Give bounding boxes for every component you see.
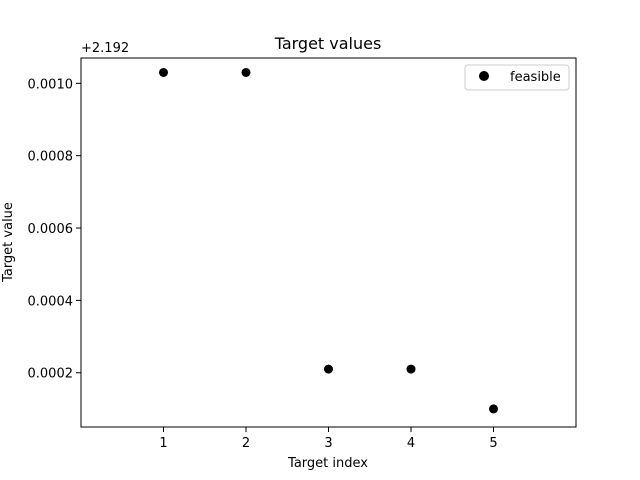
x-tick-label-4: 4: [407, 436, 415, 451]
y-tick-label-3: 0.0006: [28, 222, 74, 237]
y-tick-label-4: 0.0008: [28, 150, 74, 165]
x-tick-label-3: 3: [324, 436, 332, 451]
y-axis-label: Target value: [1, 202, 16, 283]
data-point-5: [489, 404, 498, 414]
y-tick-label-5: 0.0010: [28, 77, 74, 92]
x-tick-label-5: 5: [489, 436, 497, 451]
data-points: [159, 67, 498, 414]
y-tick-label-1: 0.0002: [28, 367, 74, 382]
data-point-2: [241, 67, 251, 77]
x-tick-label-2: 2: [242, 436, 250, 451]
chart-title: Target values: [274, 34, 382, 53]
legend-box: [464, 64, 570, 91]
y-tick-label-2: 0.0004: [28, 294, 74, 309]
data-point-4: [406, 364, 416, 374]
x-axis-label: Target index: [287, 456, 368, 471]
x-tick-label-1: 1: [159, 436, 167, 451]
legend-marker-feasible: [479, 71, 489, 81]
x-axis: 1 2 3 4 5: [159, 427, 498, 451]
data-point-1: [159, 67, 168, 77]
data-point-3: [324, 364, 333, 374]
legend-label-feasible: feasible: [510, 70, 561, 85]
y-offset-label: +2.192: [81, 41, 129, 56]
y-axis: 0.0002 0.0004 0.0006 0.0008 0.0010: [28, 77, 81, 382]
legend: feasible: [464, 64, 570, 91]
